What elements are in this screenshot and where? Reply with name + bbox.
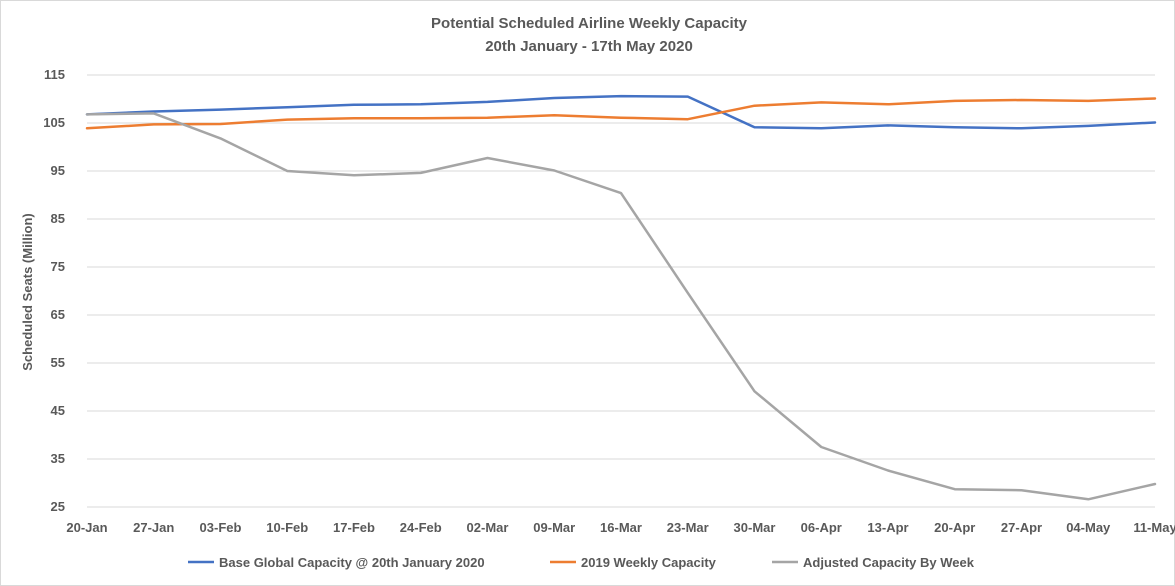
- x-tick-label: 09-Mar: [533, 520, 575, 535]
- y-axis-ticks: 25 35 45 55 65 75 85 95 105 115: [43, 67, 65, 514]
- chart-subtitle: 20th January - 17th May 2020: [485, 38, 693, 55]
- y-tick-label: 115: [44, 67, 65, 82]
- y-tick-label: 65: [51, 307, 65, 322]
- x-tick-label: 27-Apr: [1001, 520, 1042, 535]
- series-line-1: [85, 97, 1157, 130]
- series-lines: [85, 94, 1157, 501]
- y-tick-label: 105: [43, 115, 65, 130]
- x-tick-label: 20-Apr: [934, 520, 975, 535]
- legend-label: Base Global Capacity @ 20th January 2020: [219, 555, 485, 570]
- y-tick-label: 75: [51, 259, 65, 274]
- y-tick-label: 95: [51, 163, 65, 178]
- series-line-2: [85, 112, 1157, 501]
- x-tick-label: 17-Feb: [333, 520, 375, 535]
- y-tick-label: 25: [51, 499, 65, 514]
- y-axis-label: Scheduled Seats (Million): [20, 213, 35, 370]
- x-tick-label: 24-Feb: [400, 520, 442, 535]
- legend-label: 2019 Weekly Capacity: [581, 555, 717, 570]
- x-tick-label: 13-Apr: [867, 520, 908, 535]
- x-tick-label: 20-Jan: [66, 520, 107, 535]
- x-axis-ticks: 20-Jan 27-Jan 03-Feb 10-Feb 17-Feb 24-Feb 02-M…: [66, 520, 1175, 535]
- y-tick-label: 45: [51, 403, 65, 418]
- gridlines: [87, 74, 1155, 508]
- chart-title: Potential Scheduled Airline Weekly Capac…: [431, 15, 748, 32]
- x-tick-label: 06-Apr: [801, 520, 842, 535]
- x-tick-label: 23-Mar: [667, 520, 709, 535]
- series-line-0: [85, 94, 1157, 130]
- x-tick-label: 11-May: [1133, 520, 1175, 535]
- y-tick-label: 55: [51, 355, 65, 370]
- y-tick-label: 85: [51, 211, 65, 226]
- x-tick-label: 30-Mar: [734, 520, 776, 535]
- y-tick-label: 35: [51, 451, 65, 466]
- x-tick-label: 16-Mar: [600, 520, 642, 535]
- legend-label: Adjusted Capacity By Week: [803, 555, 975, 570]
- x-tick-label: 02-Mar: [467, 520, 509, 535]
- x-tick-label: 10-Feb: [266, 520, 308, 535]
- x-tick-label: 04-May: [1066, 520, 1111, 535]
- legend: Base Global Capacity @ 20th January 2020…: [188, 555, 975, 570]
- x-tick-label: 03-Feb: [200, 520, 242, 535]
- x-tick-label: 27-Jan: [133, 520, 174, 535]
